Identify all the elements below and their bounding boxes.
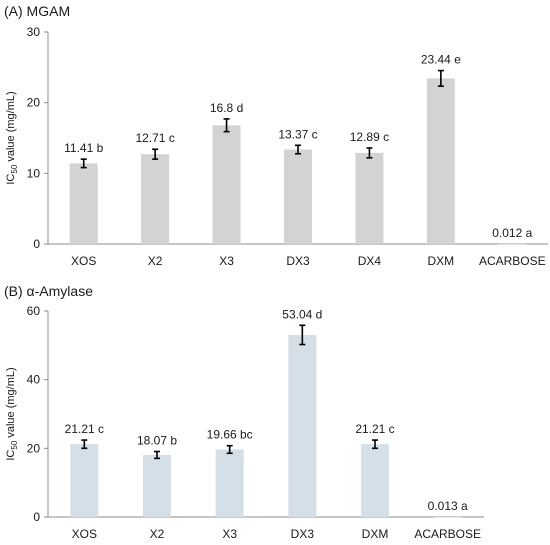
chart-2-x-tick-label: XOS (72, 527, 97, 541)
chart-2-data-label: 19.66 bc (207, 428, 253, 442)
chart-1-x-tick-label: X2 (148, 254, 163, 268)
chart-1-bar (212, 125, 241, 244)
chart-2-bar (288, 334, 317, 517)
chart-1-bar (355, 152, 384, 244)
chart-2-x-tick-label: DX3 (291, 527, 315, 541)
chart-2-bar (143, 454, 171, 517)
chart-2-y-tick-label: 20 (27, 441, 41, 455)
chart-2-data-label: 53.04 d (282, 307, 322, 321)
chart-1-data-label: 12.89 c (350, 130, 389, 144)
chart-1-bar (284, 149, 312, 244)
chart-1-x-tick-label: X3 (219, 254, 234, 268)
chart-2-data-label: 18.07 b (137, 434, 177, 448)
chart-2-bar (70, 444, 99, 517)
chart-2-bar (361, 444, 389, 517)
chart-2-x-tick-label: ACARBOSE (414, 527, 481, 541)
chart-1-data-label: 13.37 c (278, 127, 317, 141)
chart-1-x-tick-label: DX3 (286, 254, 310, 268)
chart-1-y-tick-label: 10 (27, 166, 41, 180)
chart-2-y-tick-label: 40 (27, 373, 41, 387)
chart-1-bar (69, 163, 98, 244)
chart-2-y-axis-label: IC50 value (mg/mL) (5, 367, 19, 460)
chart-2-x-tick-label: X2 (150, 527, 165, 541)
chart-2-bar (433, 516, 462, 518)
chart-1-data-label: 0.012 a (492, 226, 532, 240)
chart-2-y-tick-label: 60 (27, 304, 41, 318)
chart-2-data-label: 21.21 c (355, 422, 394, 436)
chart-1-bar (426, 78, 455, 244)
chart-1-data-label: 16.8 d (210, 101, 243, 115)
chart-1-x-tick-label: XOS (71, 254, 96, 268)
chart-1-bar (498, 243, 527, 245)
chart-2-x-tick-label: DXM (362, 527, 389, 541)
chart-2-data-label: 21.21 c (65, 422, 104, 436)
chart-2-bar (215, 449, 244, 517)
chart-1-x-tick-label: ACARBOSE (479, 254, 546, 268)
chart-1-y-axis-label: IC50 value (mg/mL) (5, 91, 19, 184)
chart-1-data-label: 12.71 c (135, 131, 174, 145)
chart-2-title: (B) α-Amylase (4, 283, 93, 299)
chart-1-y-tick-label: 0 (33, 237, 40, 251)
chart-1-y-tick-label: 30 (27, 25, 41, 39)
chart-1-x-tick-label: DXM (428, 254, 455, 268)
chart-1-data-label: 11.41 b (64, 141, 103, 155)
chart-1-data-label: 23.44 e (421, 53, 461, 67)
chart-1-bar (141, 154, 170, 244)
chart-1-x-tick-label: DX4 (358, 254, 382, 268)
chart-2-y-tick-label: 0 (33, 510, 40, 524)
chart-1-y-tick-label: 20 (27, 96, 41, 110)
chart-1-title: (A) MGAM (4, 3, 70, 19)
chart-2-data-label: 0.013 a (428, 499, 468, 513)
chart-2-x-tick-label: X3 (222, 527, 237, 541)
